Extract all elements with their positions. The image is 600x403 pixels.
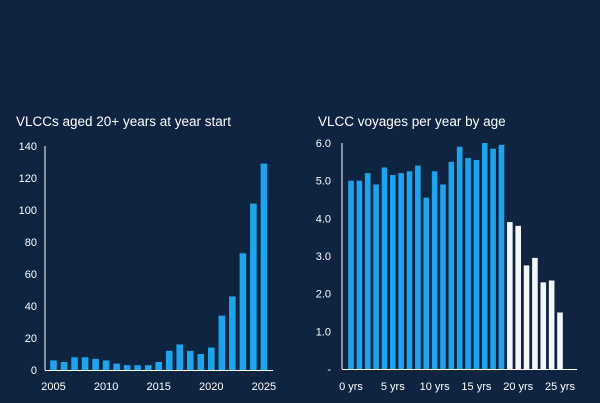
right-bar xyxy=(481,143,488,369)
right-bar xyxy=(490,148,496,369)
right-bar xyxy=(548,280,555,369)
left-bar xyxy=(60,362,68,370)
left-bar xyxy=(208,347,215,370)
left-bar xyxy=(50,360,57,370)
right-bar xyxy=(373,184,379,369)
right-y-tick-label: 1.0 xyxy=(316,326,331,338)
right-bar xyxy=(473,159,480,369)
right-bar xyxy=(364,173,371,369)
left-bar xyxy=(113,363,120,370)
right-bar xyxy=(498,144,505,369)
left-bar xyxy=(176,344,184,370)
right-bar xyxy=(465,158,471,369)
right-y-tick-label: 6.0 xyxy=(316,138,331,150)
right-bar xyxy=(348,180,354,369)
left-bar xyxy=(123,365,131,370)
left-bar xyxy=(102,360,110,370)
right-x-tick-label: 25 yrs xyxy=(545,381,575,393)
right-bar xyxy=(532,257,538,369)
right-x-tick-label: 20 yrs xyxy=(503,381,533,393)
left-y-tick-label: 20 xyxy=(25,333,37,345)
left-x-tick-label: 2020 xyxy=(199,381,223,393)
left-y-tick-label: 100 xyxy=(19,205,37,217)
right-bar xyxy=(423,197,430,369)
right-bar xyxy=(415,165,421,369)
right-bar xyxy=(540,282,547,369)
left-bar xyxy=(186,350,194,370)
left-y-tick-label: 0 xyxy=(31,365,37,377)
left-bar xyxy=(260,163,268,370)
right-bar xyxy=(515,225,521,369)
left-bar xyxy=(92,358,99,370)
left-y-tick-label: 120 xyxy=(19,173,37,185)
right-chart-title: VLCC voyages per year by age xyxy=(318,114,506,129)
vlcc-aged-20-plus-chart: 0 20 40 60 80 100 120 140 2005 2010 2015 2020 2025 xyxy=(19,141,277,393)
left-bar xyxy=(71,357,78,370)
right-x-tick-label: 0 yrs xyxy=(339,381,363,393)
left-bar xyxy=(165,350,173,370)
right-bar xyxy=(406,171,413,369)
right-y-tick-label: 3.0 xyxy=(316,251,331,263)
right-y-tick-label: 5.0 xyxy=(316,176,331,188)
right-bar xyxy=(390,175,396,369)
left-x-tick-label: 2015 xyxy=(146,381,170,393)
right-bar xyxy=(398,173,404,369)
left-bar xyxy=(144,365,152,370)
right-bar xyxy=(507,222,513,369)
left-bar xyxy=(155,362,162,370)
left-y-tick-label: 40 xyxy=(25,301,37,313)
left-y-tick-label: 60 xyxy=(25,269,37,281)
left-bar xyxy=(229,296,236,370)
right-bar xyxy=(456,146,463,369)
right-x-tick-label: 15 yrs xyxy=(461,381,491,393)
left-bar xyxy=(239,253,247,370)
left-x-tick-label: 2005 xyxy=(41,381,65,393)
left-bar xyxy=(250,203,257,370)
left-y-tick-label: 140 xyxy=(19,141,37,153)
right-y-tick-label: 4.0 xyxy=(316,213,331,225)
left-bar xyxy=(218,315,226,370)
right-x-tick-label: 10 yrs xyxy=(420,381,450,393)
right-bar xyxy=(440,184,446,369)
left-chart-title: VLCCs aged 20+ years at year start xyxy=(16,114,231,129)
left-x-tick-label: 2010 xyxy=(94,381,118,393)
left-bar xyxy=(197,354,205,370)
right-bar xyxy=(557,312,563,369)
right-bar xyxy=(356,180,363,369)
right-y-tick-label: 2.0 xyxy=(316,289,331,301)
right-bar xyxy=(523,265,530,369)
left-bar xyxy=(81,357,89,370)
right-bar xyxy=(381,167,388,369)
right-y-tick-label: - xyxy=(327,364,331,376)
right-x-tick-label: 5 yrs xyxy=(381,381,405,393)
left-x-tick-label: 2025 xyxy=(252,381,276,393)
right-bar xyxy=(431,171,438,369)
left-bar xyxy=(134,365,141,370)
left-y-tick-label: 80 xyxy=(25,237,37,249)
voyages-by-age-chart: - 1.0 2.0 3.0 4.0 5.0 6.0 0 yrs 5 yrs 10 yrs 15 yr… xyxy=(316,138,577,393)
right-bar xyxy=(448,161,455,369)
